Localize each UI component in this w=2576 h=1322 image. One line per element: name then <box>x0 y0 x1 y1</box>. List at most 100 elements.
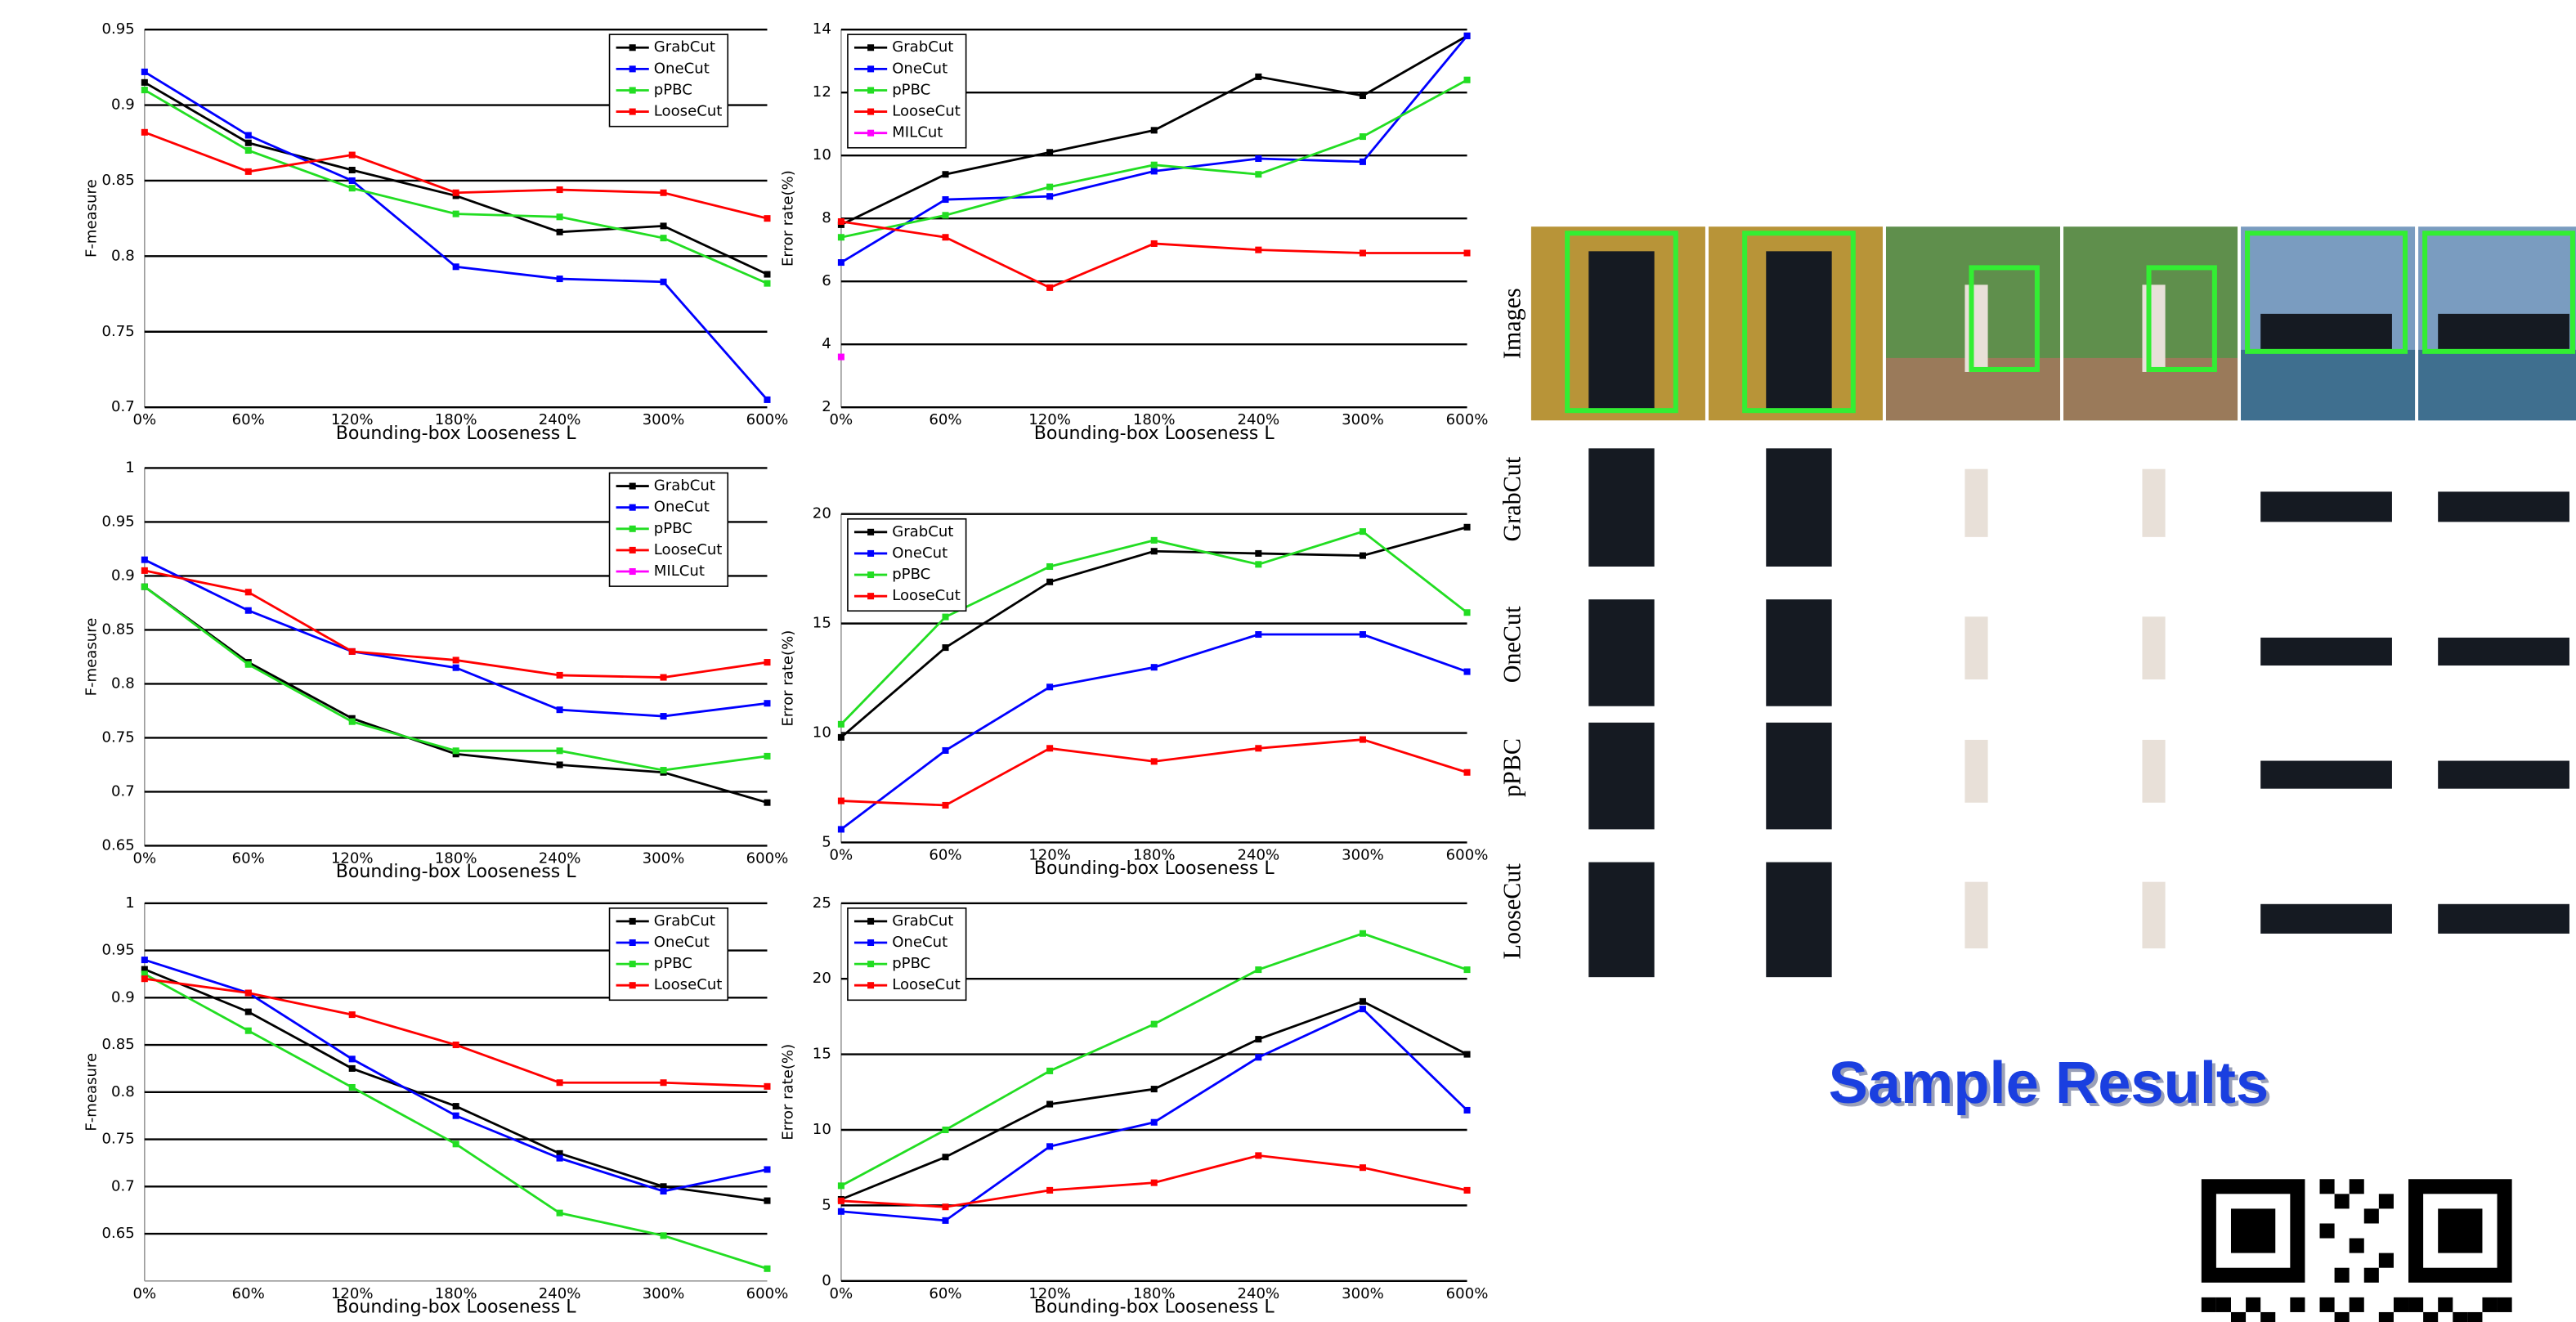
qr-module <box>2320 1297 2335 1312</box>
data-point <box>1464 1051 1471 1058</box>
data-point <box>1255 74 1261 80</box>
x-tick-label: 0% <box>830 411 853 428</box>
y-tick-label: 0.85 <box>102 1036 135 1053</box>
subject <box>2260 314 2392 352</box>
data-point <box>1255 171 1261 177</box>
row-label: OneCut <box>1499 606 1526 683</box>
data-point <box>557 213 563 220</box>
x-axis-label: Bounding-box Looseness L <box>1034 423 1275 444</box>
subject <box>2260 761 2392 789</box>
subject <box>2438 491 2569 522</box>
data-point <box>453 190 459 196</box>
subject <box>1766 863 1831 978</box>
y-tick-label: 1 <box>125 459 135 476</box>
legend-marker <box>867 593 874 599</box>
row-label: pPBC <box>1499 738 1526 797</box>
data-point <box>942 644 948 651</box>
data-point <box>661 279 667 285</box>
data-point <box>1360 998 1366 1005</box>
legend-marker <box>629 44 636 51</box>
data-point <box>557 1210 563 1217</box>
data-point <box>942 614 948 621</box>
data-point <box>838 798 844 804</box>
data-point <box>245 147 252 154</box>
sample-results-title: Sample Results <box>1829 1051 2269 1116</box>
qr-module <box>2364 1208 2379 1223</box>
data-point <box>1464 769 1471 776</box>
legend-label: pPBC <box>654 520 692 537</box>
qr-module <box>2290 1297 2305 1312</box>
subject <box>1766 599 1831 706</box>
legend-label: LooseCut <box>654 976 723 993</box>
y-tick-label: 20 <box>813 505 831 522</box>
data-point <box>838 234 844 240</box>
data-point <box>1360 631 1366 638</box>
data-point <box>1255 550 1261 557</box>
data-point <box>838 218 844 225</box>
x-tick-label: 600% <box>746 411 789 428</box>
data-point <box>1360 930 1366 937</box>
data-point <box>349 185 356 191</box>
x-tick-label: 600% <box>1446 847 1489 864</box>
qr-module <box>2438 1297 2453 1312</box>
y-tick-label: 0.95 <box>102 20 135 38</box>
legend-label: pPBC <box>654 81 692 98</box>
legend-label: pPBC <box>892 566 930 583</box>
x-tick-label: 600% <box>746 850 789 867</box>
data-point <box>453 1141 459 1147</box>
data-point <box>838 259 844 266</box>
data-point <box>557 1155 563 1162</box>
row-label: Images <box>1499 288 1526 359</box>
data-point <box>764 1166 770 1172</box>
data-point <box>141 957 148 963</box>
data-point <box>453 657 459 663</box>
legend-label: LooseCut <box>892 587 961 604</box>
data-point <box>942 1217 948 1224</box>
qr-module <box>2482 1297 2497 1312</box>
legend-marker <box>629 568 636 575</box>
data-point <box>1046 579 1053 585</box>
data-point <box>1046 745 1053 751</box>
legend-label: LooseCut <box>892 103 961 120</box>
y-tick-label: 10 <box>813 146 831 164</box>
y-tick-label: 12 <box>813 83 831 101</box>
y-tick-label: 0.65 <box>102 1225 135 1242</box>
series-line <box>841 1009 1467 1221</box>
x-tick-label: 60% <box>232 411 265 428</box>
y-tick-label: 1 <box>125 894 135 912</box>
qr-finder <box>2231 1208 2275 1253</box>
data-point <box>141 975 148 982</box>
data-point <box>557 706 563 713</box>
qr-module <box>2216 1297 2231 1312</box>
data-point <box>764 753 770 760</box>
x-tick-label: 300% <box>1342 411 1384 428</box>
data-point <box>1255 561 1261 567</box>
legend-marker <box>867 130 874 137</box>
x-tick-label: 0% <box>830 1285 853 1302</box>
legend-label: OneCut <box>892 60 948 77</box>
data-point <box>1464 1107 1471 1114</box>
data-point <box>1046 149 1053 155</box>
y-tick-label: 0.7 <box>111 782 135 800</box>
subject <box>2142 740 2165 803</box>
data-point <box>1151 162 1158 168</box>
data-point <box>349 719 356 725</box>
data-point <box>942 1203 948 1210</box>
qr-module <box>2364 1268 2379 1283</box>
subject <box>2142 882 2165 948</box>
data-point <box>1360 553 1366 559</box>
data-point <box>141 79 148 86</box>
subject <box>1964 285 1987 372</box>
data-point <box>661 190 667 196</box>
data-point <box>942 171 948 177</box>
data-point <box>1360 133 1366 140</box>
data-point <box>764 659 770 665</box>
subject <box>1766 251 1831 412</box>
data-point <box>141 584 148 590</box>
data-point <box>1255 966 1261 973</box>
y-tick-label: 0.9 <box>111 567 135 584</box>
data-point <box>1046 1068 1053 1074</box>
data-point <box>245 661 252 668</box>
x-tick-label: 60% <box>232 1285 265 1302</box>
x-tick-label: 60% <box>929 411 961 428</box>
